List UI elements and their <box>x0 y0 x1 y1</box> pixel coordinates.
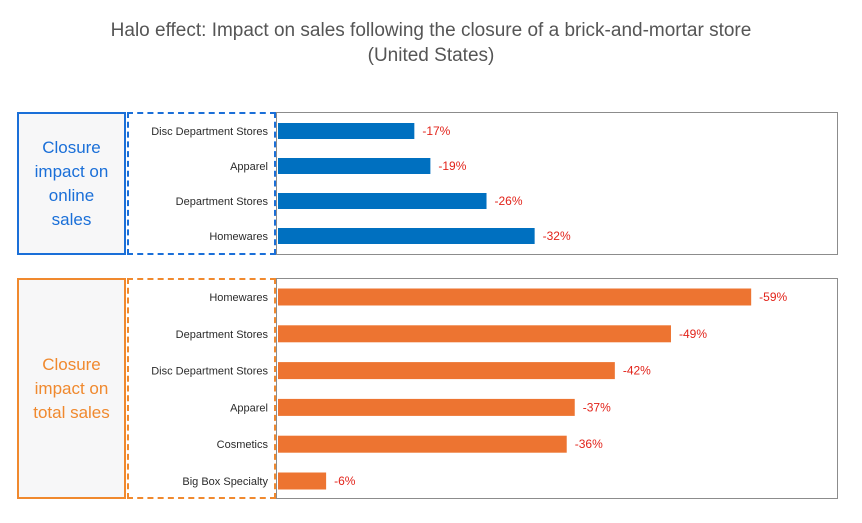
total-bar <box>278 288 752 306</box>
online-value-label: -17% <box>422 124 450 138</box>
total-category-label: Cosmetics <box>217 439 269 451</box>
online-category-label: Disc Department Stores <box>151 126 268 138</box>
total-bar <box>278 398 575 416</box>
online-category-label: Homewares <box>209 231 268 243</box>
online-bar <box>278 193 487 209</box>
total-value-label: -37% <box>583 400 611 414</box>
online-value-label: -26% <box>495 194 523 208</box>
total-category-box <box>127 278 276 499</box>
online-category-label: Apparel <box>230 161 268 173</box>
total-value-label: -49% <box>679 327 707 341</box>
online-category-box <box>127 112 276 255</box>
chart-title-line-2: (United States) <box>367 45 495 66</box>
total-category-label: Big Box Specialty <box>182 476 268 488</box>
chart-title: Halo effect: Impact on sales following t… <box>0 18 862 68</box>
online-panel-label: Closure impact on online sales <box>17 112 126 255</box>
total-value-label: -42% <box>623 364 651 378</box>
total-bar <box>278 325 671 343</box>
total-bar <box>278 362 615 380</box>
chart-title-line-1: Halo effect: Impact on sales following t… <box>110 20 752 41</box>
total-panel-label: Closure impact on total sales <box>17 278 126 499</box>
total-value-label: -6% <box>334 474 356 488</box>
total-category-label: Department Stores <box>176 329 269 341</box>
total-value-label: -59% <box>759 290 787 304</box>
total-value-label: -36% <box>575 437 603 451</box>
total-category-label: Apparel <box>230 402 268 414</box>
online-value-label: -32% <box>543 229 571 243</box>
total-category-label: Homewares <box>209 292 268 304</box>
online-bar <box>278 123 415 139</box>
total-bar <box>278 435 567 453</box>
online-value-label: -19% <box>438 159 466 173</box>
online-bar <box>278 228 535 244</box>
total-bar <box>278 472 327 490</box>
online-category-label: Department Stores <box>176 196 269 208</box>
total-category-label: Disc Department Stores <box>151 366 268 378</box>
total-plot-area <box>276 278 838 499</box>
online-bar <box>278 158 431 174</box>
